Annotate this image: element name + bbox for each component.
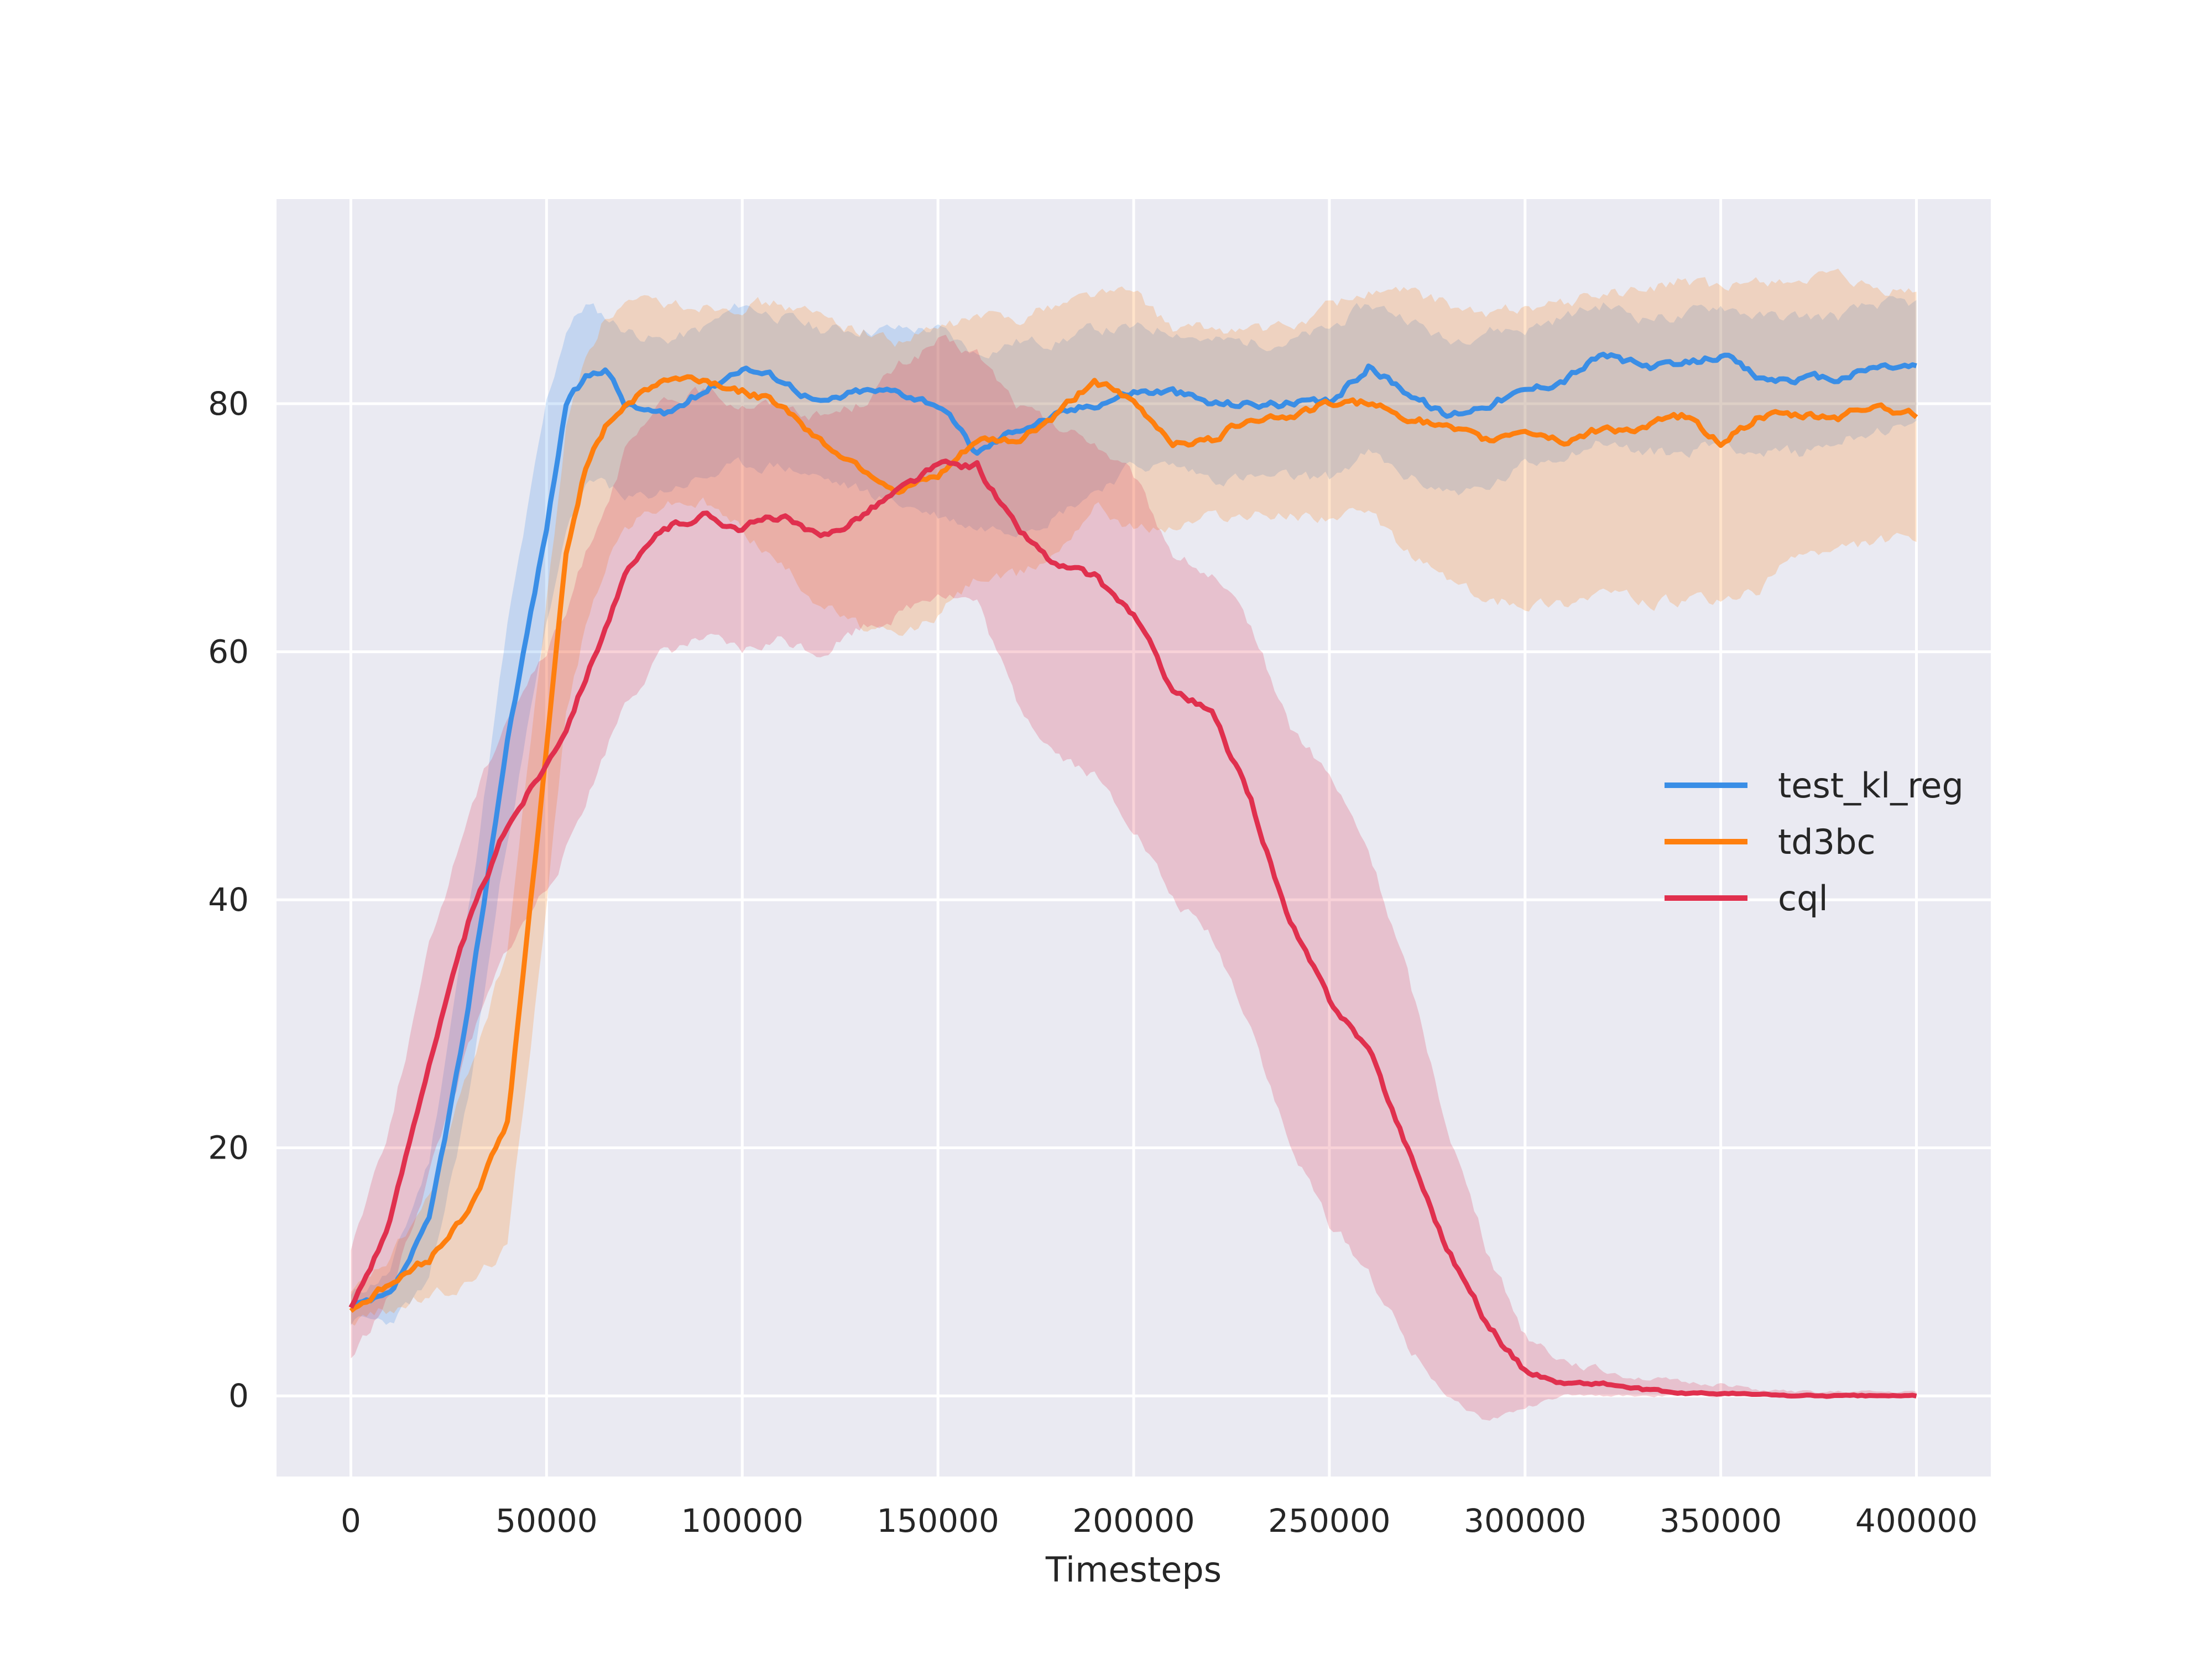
x-tick-label: 400000 — [1855, 1502, 1978, 1540]
band-cql — [351, 335, 1917, 1421]
x-tick-label: 50000 — [495, 1502, 598, 1540]
y-tick-label: 80 — [208, 385, 249, 422]
x-axis-ticks: 0 50000 100000 150000 200000 250000 300000 3500… — [341, 1502, 1978, 1540]
x-tick-label: 0 — [341, 1502, 361, 1540]
y-axis-ticks: 0 20 40 60 80 — [208, 385, 249, 1415]
x-tick-label: 150000 — [877, 1502, 999, 1540]
x-tick-label: 300000 — [1464, 1502, 1586, 1540]
x-tick-label: 100000 — [681, 1502, 804, 1540]
y-tick-label: 40 — [208, 881, 249, 919]
y-tick-label: 20 — [208, 1129, 249, 1167]
series-lines — [348, 352, 1918, 1399]
x-tick-label: 350000 — [1660, 1502, 1782, 1540]
line-cql — [348, 458, 1917, 1399]
legend-label-test_kl_reg: test_kl_reg — [1778, 765, 1964, 806]
gridlines — [276, 199, 1991, 1477]
x-axis-title: Timesteps — [1045, 1550, 1222, 1590]
y-tick-label: 0 — [228, 1377, 249, 1415]
legend: test_kl_reg td3bc cql — [1665, 765, 1964, 919]
legend-label-cql: cql — [1778, 878, 1828, 919]
line-test_kl_reg — [349, 352, 1917, 1311]
x-tick-label: 250000 — [1268, 1502, 1390, 1540]
line-td3bc — [349, 374, 1918, 1313]
confidence-bands — [351, 268, 1917, 1421]
x-tick-label: 200000 — [1072, 1502, 1194, 1540]
y-tick-label: 60 — [208, 633, 249, 671]
band-test_kl_reg — [351, 296, 1917, 1326]
legend-label-td3bc: td3bc — [1778, 822, 1876, 862]
band-td3bc — [351, 268, 1917, 1326]
